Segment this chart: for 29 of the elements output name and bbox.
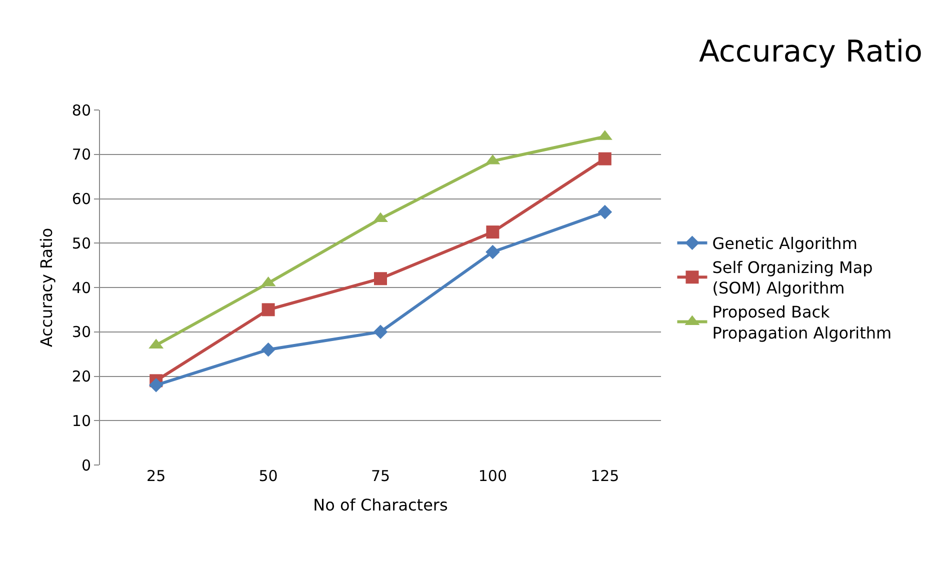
x-axis-title: No of Characters xyxy=(313,496,448,515)
point xyxy=(598,204,612,220)
y-tick-label: 0 xyxy=(81,456,91,474)
x-tick-label: 25 xyxy=(146,467,166,485)
x-tick-label: 125 xyxy=(590,467,620,485)
y-tick-label: 70 xyxy=(72,146,91,164)
point xyxy=(374,272,387,286)
point xyxy=(262,303,275,316)
y-tick-label: 60 xyxy=(72,190,91,208)
text: Accuracy Ratio xyxy=(698,34,922,70)
y-tick-label: 20 xyxy=(72,368,91,386)
legend-label: Self Organizing Map (SOM) Algorithm xyxy=(712,258,873,298)
legend-label: Genetic Algorithm xyxy=(712,234,858,254)
y-tick-label: 30 xyxy=(72,323,91,342)
point xyxy=(148,378,164,392)
y-axis-title: Accuracy Ratio xyxy=(36,228,56,348)
point xyxy=(373,324,388,340)
legend-label: Proposed Back Propagation Algorithm xyxy=(712,302,892,342)
point xyxy=(261,342,276,357)
y-tick-label: 40 xyxy=(72,278,91,297)
point xyxy=(486,244,500,260)
y-tick-label: 80 xyxy=(72,101,91,120)
y-tick-label: 10 xyxy=(72,412,91,430)
x-tick-label: 50 xyxy=(258,467,278,485)
point xyxy=(598,152,612,166)
x-tick-label: 100 xyxy=(478,467,508,485)
y-tick-label: 50 xyxy=(72,234,91,252)
point xyxy=(486,226,500,239)
x-tick-label: 75 xyxy=(370,467,390,485)
